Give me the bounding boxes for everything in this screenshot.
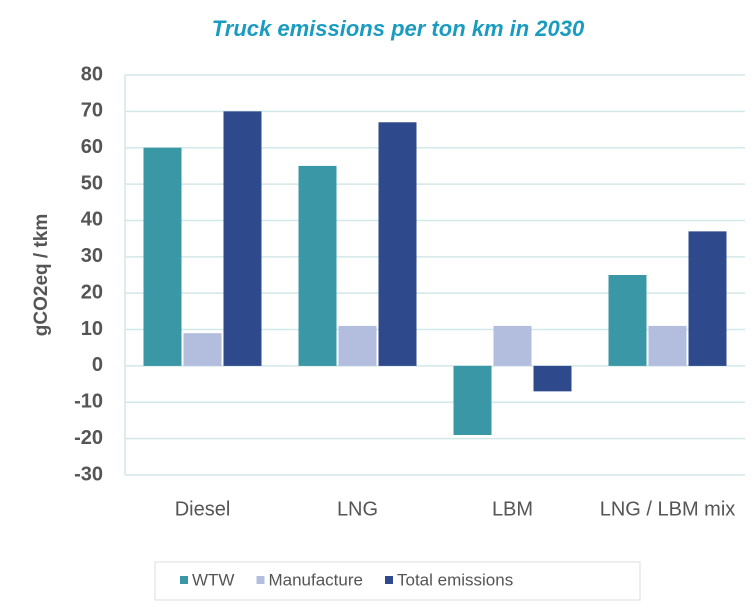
bar <box>608 275 647 366</box>
legend-box <box>154 561 641 601</box>
bar <box>493 325 532 366</box>
y-tick-label: 20 <box>81 281 103 303</box>
x-tick-label: Diesel <box>175 498 231 520</box>
bar <box>688 231 727 366</box>
legend-swatch <box>180 576 188 584</box>
y-tick-label: 0 <box>92 354 103 376</box>
legend-swatch <box>384 576 393 584</box>
legend-label: Manufacture <box>268 570 363 589</box>
y-tick-label: 50 <box>81 172 103 194</box>
bar <box>223 111 262 366</box>
legend-swatch <box>256 576 265 584</box>
bar <box>143 147 182 366</box>
bar <box>378 122 417 366</box>
y-tick-label: 40 <box>81 209 103 231</box>
y-tick-label: 10 <box>81 318 103 340</box>
x-tick-label: LNG <box>337 498 378 520</box>
y-tick-label: 60 <box>81 136 103 158</box>
y-tick-label: -20 <box>74 427 103 449</box>
bar <box>453 365 492 435</box>
legend-label: WTW <box>192 570 234 589</box>
legend-label: Total emissions <box>397 570 513 589</box>
bar <box>338 325 377 366</box>
y-tick-label: 80 <box>81 63 103 85</box>
bar <box>533 365 572 392</box>
y-axis-label: gCO2eq / tkm <box>31 214 52 336</box>
bar <box>648 325 687 366</box>
x-tick-label: LBM <box>492 498 533 520</box>
bar <box>183 333 222 366</box>
bar <box>298 165 337 366</box>
y-tick-label: -30 <box>74 463 103 485</box>
y-tick-label: 70 <box>81 100 103 122</box>
y-tick-label: 30 <box>81 245 103 267</box>
y-tick-label: -10 <box>74 391 103 413</box>
chart-title: Truck emissions per ton km in 2030 <box>212 16 585 41</box>
x-tick-label: LNG / LBM mix <box>600 498 736 520</box>
